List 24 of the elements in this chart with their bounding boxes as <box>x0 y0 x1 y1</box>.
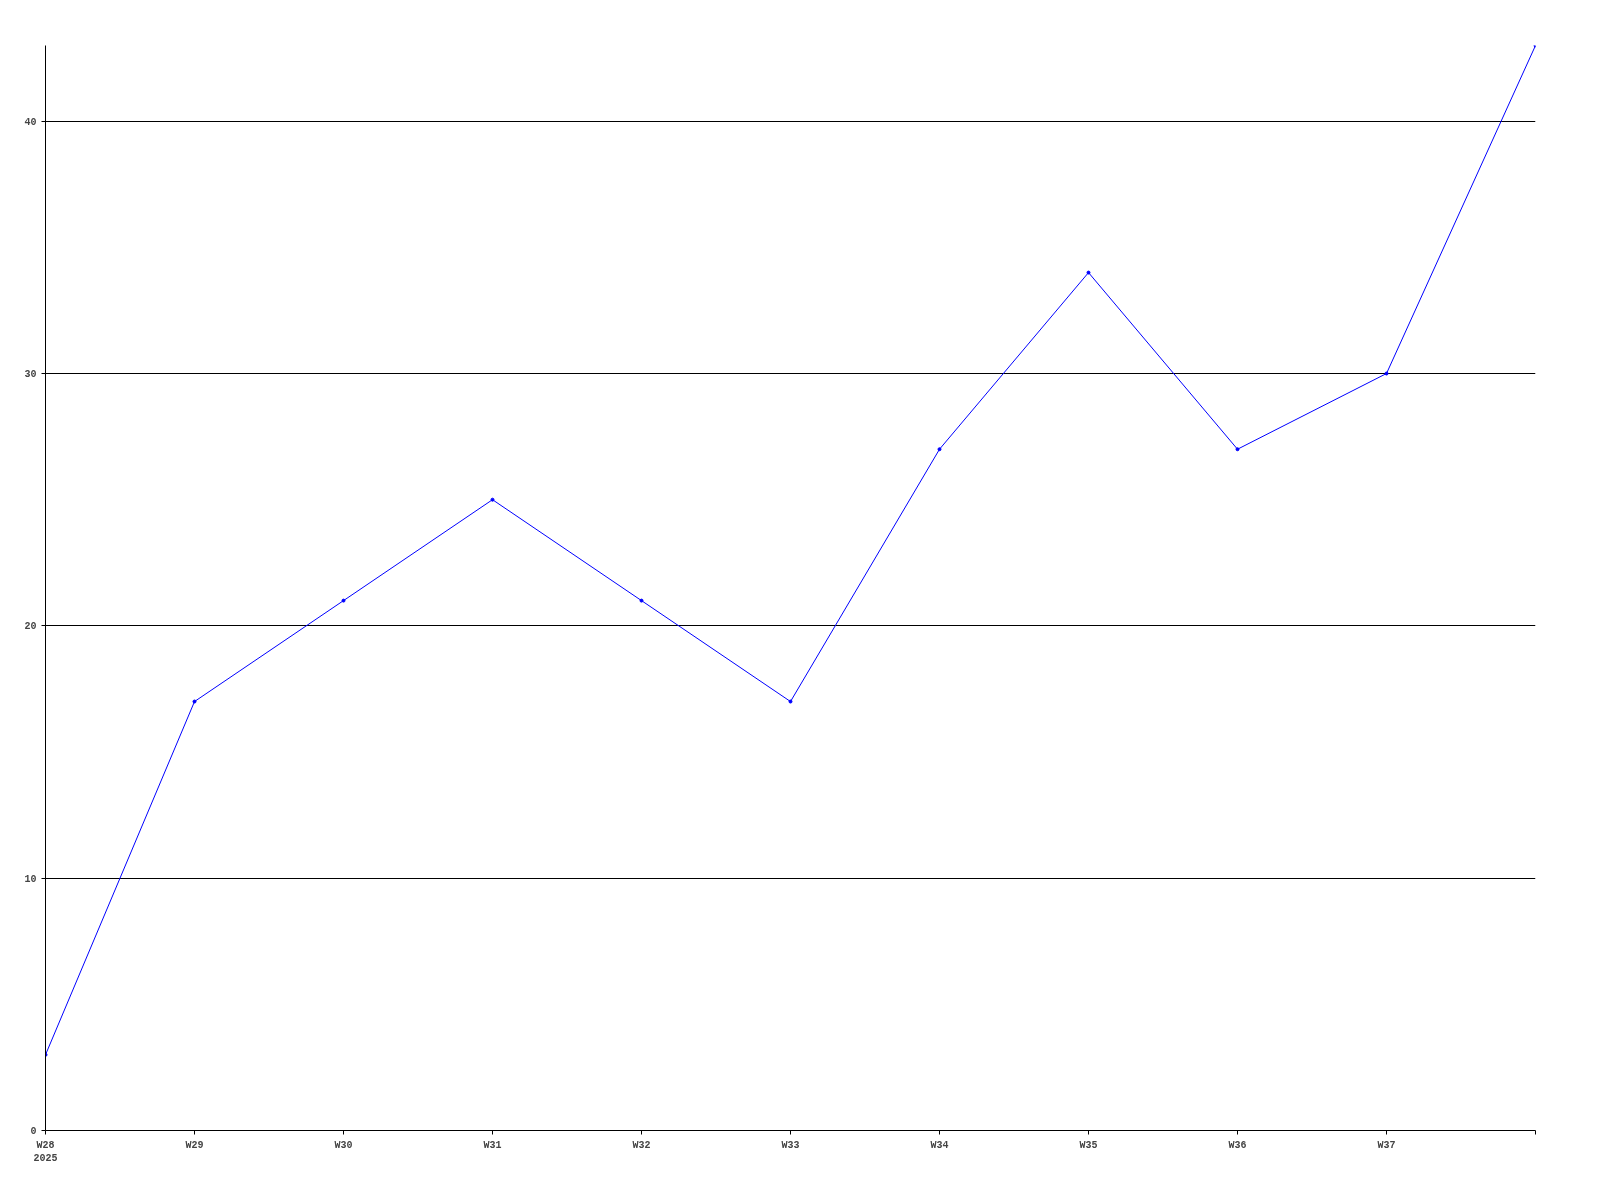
point <box>1235 447 1240 452</box>
y-tick-label: 0 <box>30 1126 37 1137</box>
point <box>341 598 346 603</box>
point <box>788 699 793 704</box>
point <box>1086 270 1091 275</box>
point <box>490 497 495 502</box>
y-tick-label: 10 <box>24 873 37 885</box>
x-tick-label: W33 <box>781 1139 800 1151</box>
point <box>937 447 942 452</box>
x-tick-label: W32 <box>632 1139 651 1151</box>
point <box>1384 371 1389 376</box>
x-tick-label: W31 <box>483 1139 502 1151</box>
x-tick-label: W28 2025 <box>33 1139 58 1164</box>
x-tick-label: W35 <box>1079 1139 1098 1151</box>
x-tick-label: W36 <box>1228 1139 1247 1151</box>
y-tick-label: 20 <box>24 621 37 633</box>
y-tick-label: 30 <box>24 369 37 381</box>
point <box>639 598 644 603</box>
y-tick-label: 40 <box>24 116 37 128</box>
x-tick-label: W34 <box>930 1139 949 1151</box>
x-tick-label: W37 <box>1377 1139 1396 1151</box>
point <box>192 699 197 704</box>
x-tick-label: W29 <box>185 1139 204 1151</box>
x-tick-label: W30 <box>334 1139 353 1151</box>
